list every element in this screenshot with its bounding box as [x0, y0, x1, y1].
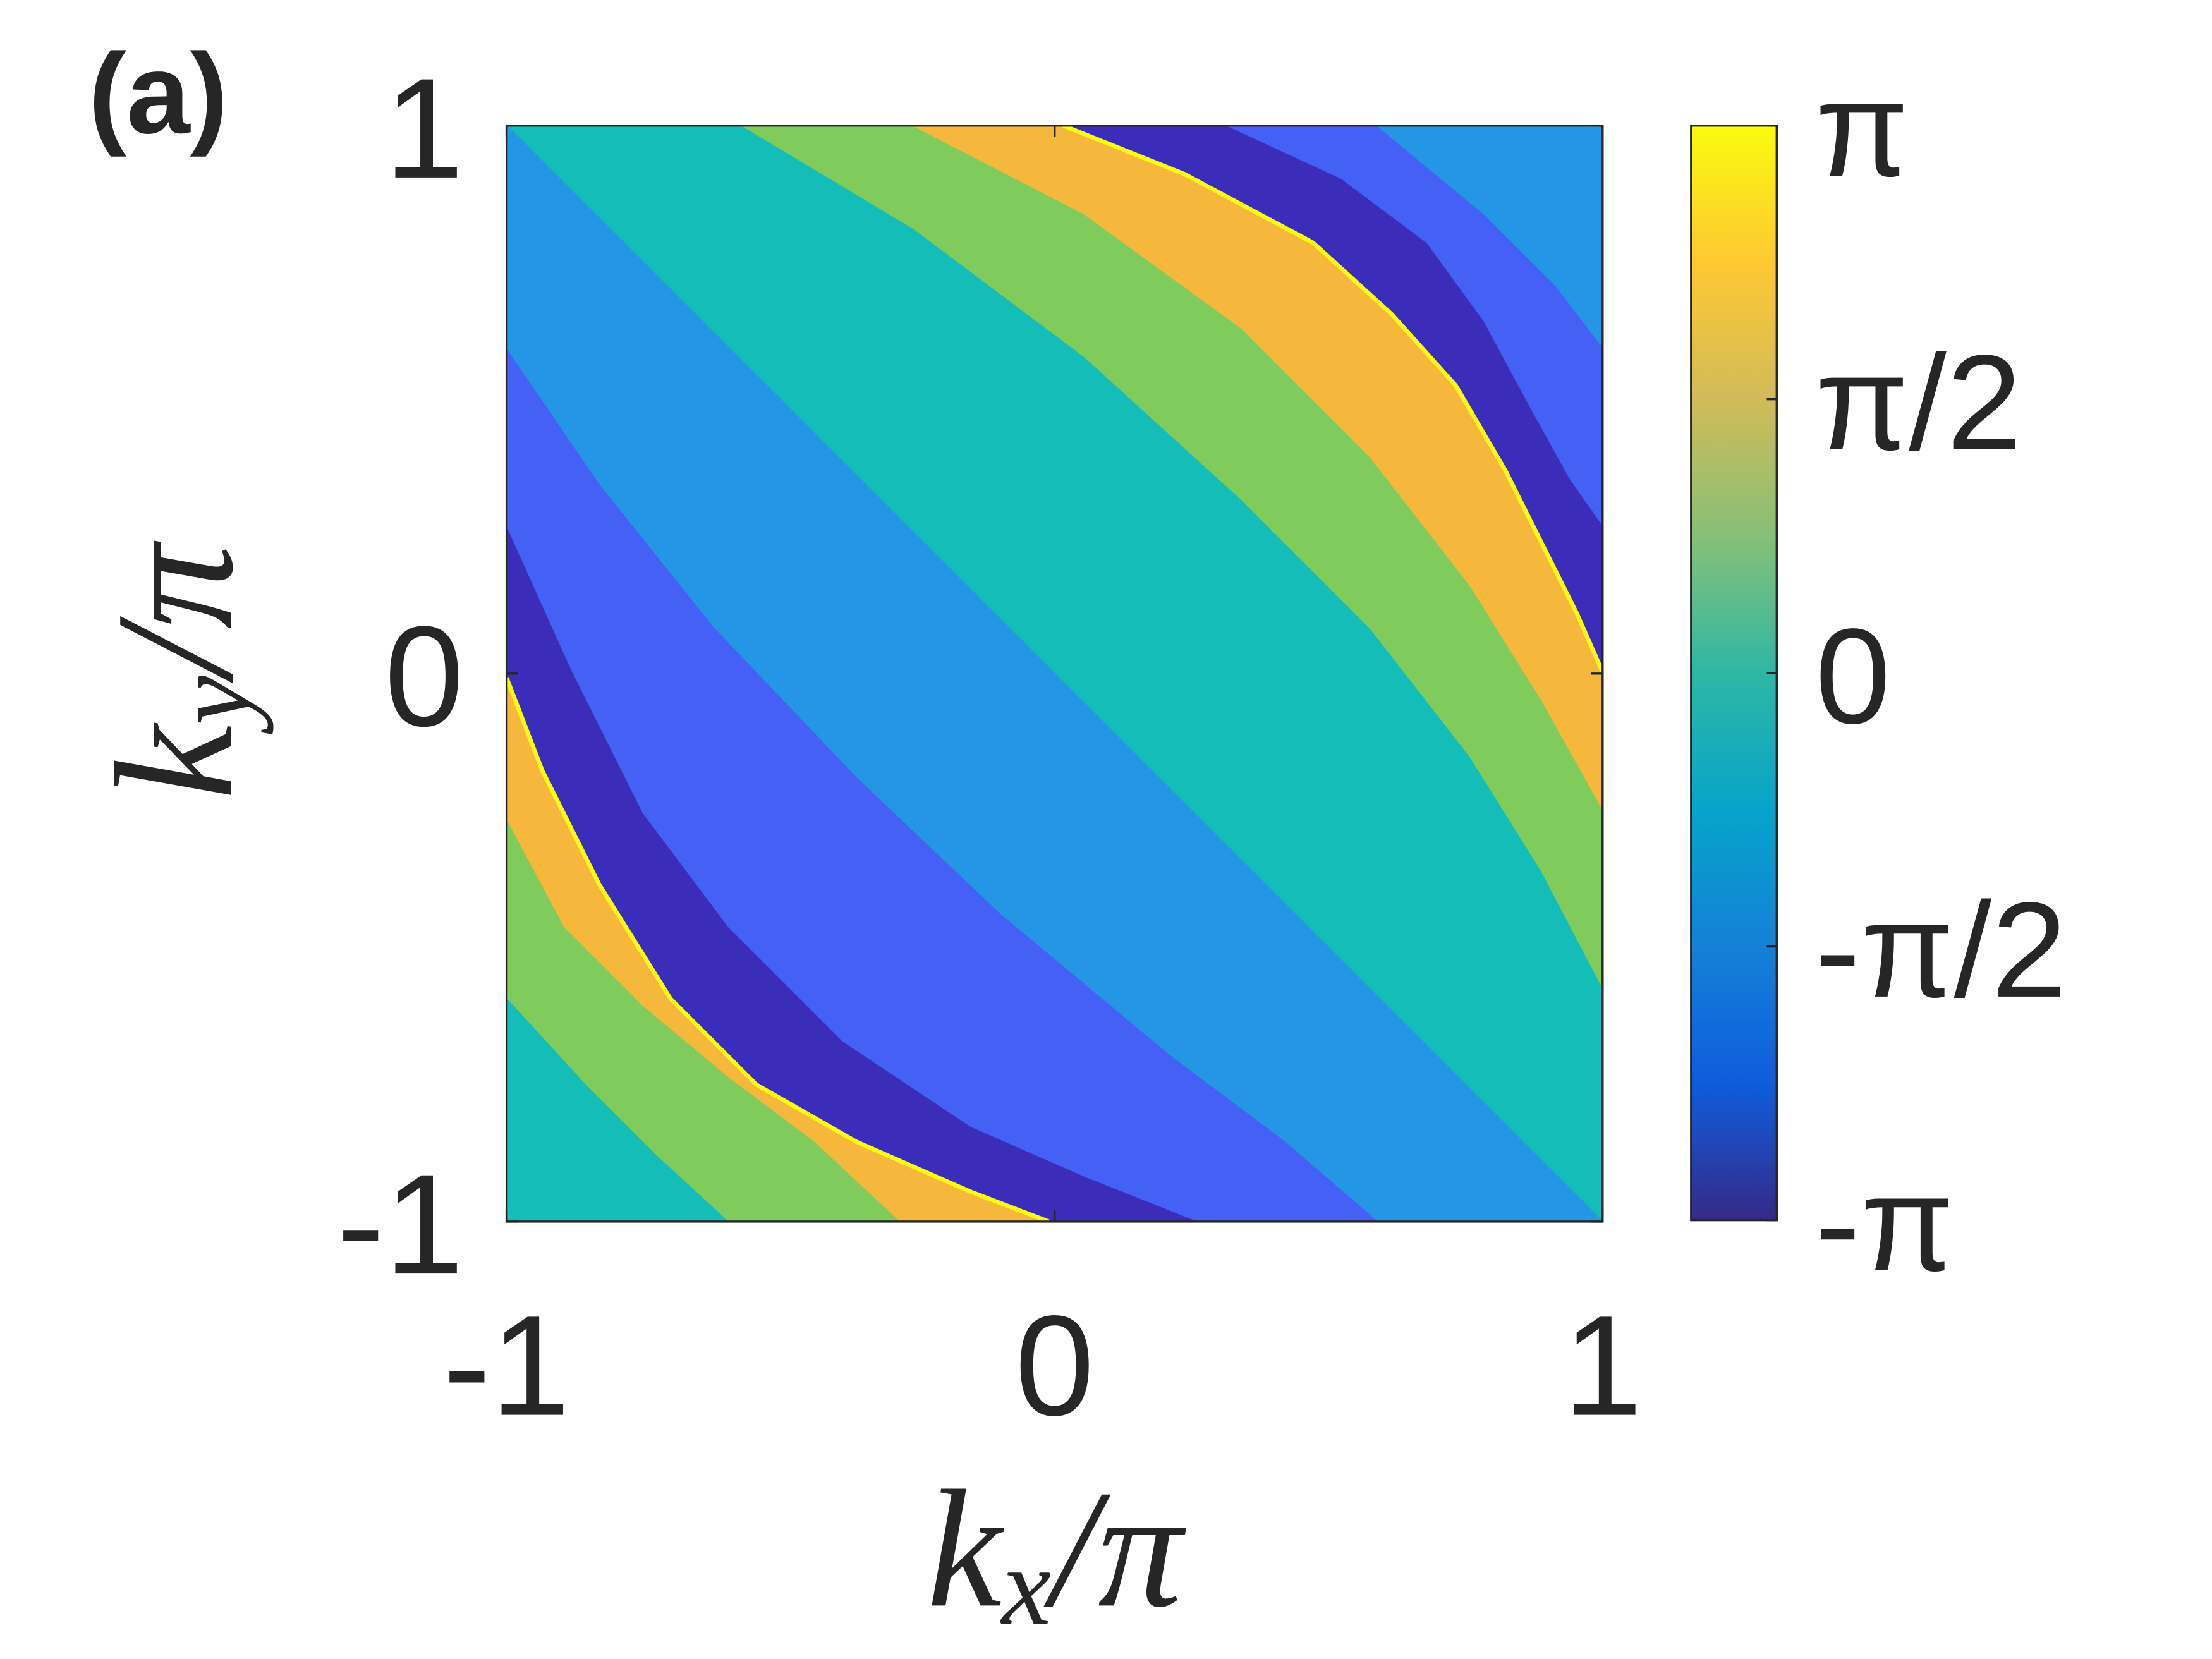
panel-label: (a) [88, 30, 228, 157]
branch-cut [1062, 125, 1603, 673]
y-tick-label: -1 [337, 1145, 464, 1304]
contour-area [506, 125, 1603, 1222]
colorbar-tick-label: π/2 [1815, 327, 2022, 478]
contour-band [1376, 125, 1603, 348]
x-label-sub: x [1000, 1525, 1051, 1648]
colorbar-tick-label: 0 [1815, 601, 1890, 752]
x-axis-label: kx/π [927, 1455, 1188, 1648]
colorbar-tick-label: -π [1815, 1148, 1954, 1299]
y-tick-label: 0 [384, 597, 464, 756]
x-tick-label: 0 [1015, 1286, 1095, 1445]
y-label-base: k [82, 721, 268, 800]
x-label-rest: /π [1043, 1455, 1188, 1642]
colorbar-tick-label: π [1815, 54, 1909, 205]
branch-cut [506, 677, 1050, 1222]
y-tick-label: 1 [384, 49, 464, 208]
x-tick-label: 1 [1563, 1286, 1643, 1445]
colorbar-tick-label: -π/2 [1815, 875, 2067, 1026]
y-label-rest: /π [82, 540, 268, 684]
y-label-sub: y [151, 675, 274, 734]
x-tick-label: -1 [443, 1286, 570, 1445]
colorbar [1690, 125, 1778, 1222]
x-label-base: k [927, 1455, 1006, 1642]
contour-band [506, 998, 729, 1222]
y-axis-label: ky/π [82, 540, 274, 800]
